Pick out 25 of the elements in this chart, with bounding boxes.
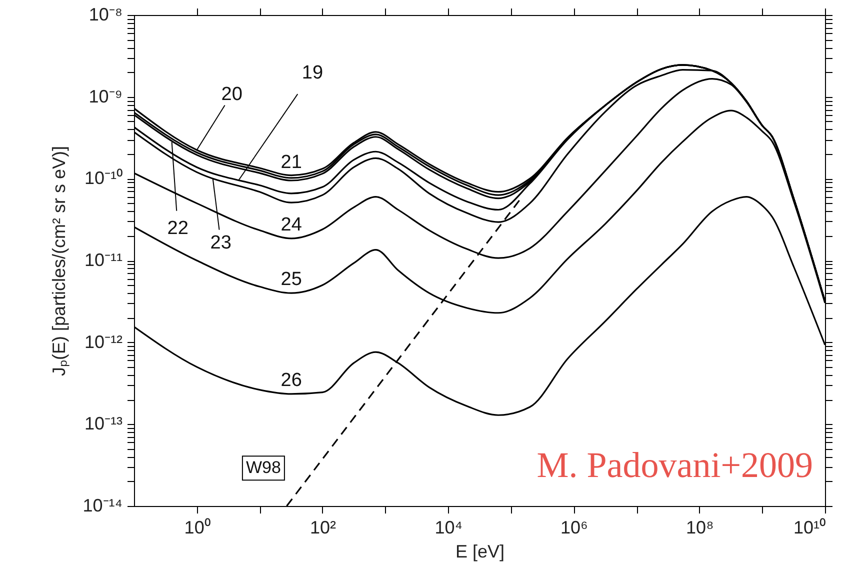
x-tick-label: 10²	[310, 518, 336, 538]
x-tick-label: 10⁸	[686, 518, 714, 538]
y-axis-title: Jₚ(E) [particles/(cm² sr s eV)]	[48, 146, 70, 376]
y-tick-label: 10⁻¹⁰	[84, 168, 122, 188]
y-tick-label: 10⁻⁹	[88, 86, 122, 106]
x-tick-label: 10⁴	[434, 518, 462, 538]
x-tick-label: 10⁰	[184, 518, 210, 538]
annotation: 26	[280, 370, 302, 391]
x-axis-title: E [eV]	[455, 542, 505, 562]
y-tick-label: 10⁻⁸	[88, 4, 122, 24]
annotation: 24	[280, 214, 302, 236]
y-tick-label: 10⁻¹²	[84, 332, 122, 352]
annotation: 23	[210, 232, 232, 254]
x-tick-label: 10¹⁰	[793, 518, 826, 538]
annotation: 22	[167, 218, 188, 240]
y-tick-label: 10⁻¹¹	[84, 250, 122, 270]
annotation: 19	[302, 62, 324, 84]
y-tick-label: 10⁻¹⁴	[82, 496, 122, 516]
annotation: 25	[280, 269, 302, 290]
annotation: 21	[280, 152, 302, 173]
y-tick-label: 10⁻¹³	[84, 414, 122, 434]
annotation: M. Padovani+2009	[536, 445, 813, 485]
x-tick-label: 10⁶	[560, 518, 588, 538]
annotation: 20	[221, 84, 242, 106]
annotation: W98	[246, 458, 281, 478]
